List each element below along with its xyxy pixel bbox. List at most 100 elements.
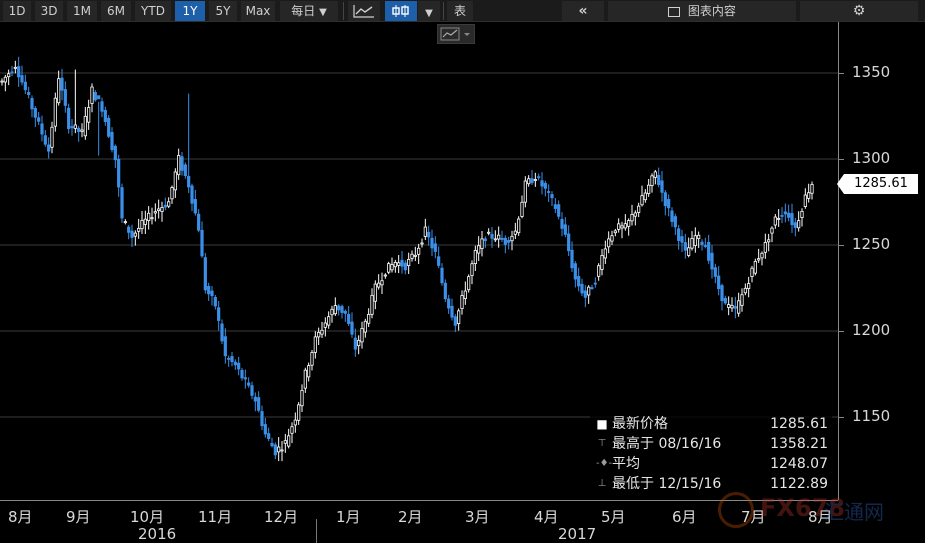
candle-body: [773, 216, 777, 226]
candle-body: [17, 66, 21, 78]
candle-body: [780, 215, 784, 217]
y-tick: [838, 331, 844, 332]
candle-body: [73, 124, 77, 129]
range-1m-button[interactable]: 1M: [67, 1, 97, 21]
stat-latest-label: 最新价格: [612, 416, 668, 432]
candle-body: [110, 131, 114, 151]
chevron-down-icon: ▼: [319, 7, 327, 18]
range-max-button[interactable]: Max: [241, 1, 275, 21]
candle-body: [747, 283, 751, 289]
range-1y-button[interactable]: 1Y: [175, 1, 205, 21]
stat-latest-value: 1285.61: [770, 416, 828, 432]
line-chart-button[interactable]: [348, 1, 380, 21]
candle-body: [600, 255, 604, 270]
range-1d-button[interactable]: 1D: [3, 1, 31, 21]
candle-body: [87, 107, 91, 123]
range-6m-button[interactable]: 6M: [101, 1, 131, 21]
candle-body: [440, 267, 444, 284]
candle-body: [253, 396, 257, 402]
double-chevron-left-icon: «: [578, 3, 588, 19]
candle-body: [30, 98, 34, 110]
candle-body: [357, 339, 361, 347]
candle-body: [513, 230, 517, 235]
candle-body: [573, 263, 577, 280]
candle-body: [243, 377, 247, 380]
candle-body: [120, 187, 124, 219]
candle-body: [753, 260, 757, 274]
candle-body: [727, 304, 731, 308]
candle-body: [463, 290, 467, 299]
candle-body: [343, 310, 347, 314]
candle-body: [583, 290, 587, 298]
candle-body: [487, 231, 491, 234]
chart-content-icon: [668, 6, 681, 17]
candle-body: [103, 109, 107, 122]
candle-body: [697, 234, 701, 239]
candle-body: [170, 187, 174, 200]
candle-body: [500, 237, 504, 240]
y-tick: [838, 159, 844, 160]
candle-body: [700, 241, 704, 245]
watermark-logo: FX678 汇通网: [690, 490, 910, 530]
y-axis: [838, 22, 839, 500]
candle-body: [537, 176, 541, 179]
candle-body: [660, 180, 664, 193]
candle-body: [260, 411, 264, 427]
candle-body: [350, 321, 354, 335]
candle-body: [593, 282, 597, 285]
logo-ring-icon: [718, 492, 754, 528]
interval-label: 每日: [291, 4, 316, 18]
month-label: 8月: [8, 508, 33, 526]
candle-body: [707, 241, 711, 261]
month-label: 8月: [808, 508, 833, 526]
indicator-dropdown[interactable]: [437, 24, 475, 44]
candle-body: [390, 264, 394, 271]
candle-body: [530, 178, 534, 184]
candle-body: [330, 308, 334, 316]
month-label: 11月: [198, 508, 233, 526]
candle-body: [723, 297, 727, 304]
chart-content-button[interactable]: 图表内容: [608, 1, 796, 21]
low-marker-icon: ⊥: [597, 478, 607, 489]
candle-body: [140, 219, 144, 230]
candle-body: [757, 258, 761, 261]
candle-body: [360, 328, 364, 343]
stat-latest: ■ 最新价格 1285.61: [590, 414, 832, 434]
range-3d-button[interactable]: 3D: [35, 1, 63, 21]
candle-body: [733, 306, 737, 309]
table-button[interactable]: 表: [447, 1, 473, 21]
y-tick-label: 1150: [852, 407, 891, 425]
candle-body: [240, 369, 244, 379]
interval-dropdown[interactable]: 每日 ▼: [280, 1, 338, 21]
candle-body: [410, 253, 414, 259]
candle-body: [807, 192, 811, 199]
candle-body: [520, 201, 524, 217]
candle-body: [667, 199, 671, 209]
collapse-button[interactable]: «: [562, 1, 604, 21]
settings-button[interactable]: ⚙: [800, 1, 918, 21]
candle-body: [307, 365, 311, 378]
chart-type-dropdown[interactable]: ▼: [418, 1, 440, 21]
candle-body: [627, 220, 631, 227]
candle-body: [257, 397, 261, 411]
range-ytd-button[interactable]: YTD: [135, 1, 171, 21]
range-5y-button[interactable]: 5Y: [209, 1, 237, 21]
candle-body: [137, 227, 141, 232]
month-label: 2月: [398, 508, 423, 526]
candle-body: [787, 212, 791, 218]
stat-average-value: 1248.07: [770, 456, 828, 472]
candle-body: [13, 66, 17, 69]
candlestick-button[interactable]: [385, 1, 417, 21]
candle-body: [790, 213, 794, 226]
candle-body: [153, 211, 157, 214]
watermark-text: FX678: [760, 494, 845, 522]
candle-body: [97, 95, 101, 100]
candle-body: [563, 224, 567, 235]
price-chart[interactable]: [0, 22, 838, 500]
y-tick-label: 1350: [852, 63, 891, 81]
candle-body: [347, 313, 351, 324]
stat-high-label: 最高于 08/16/16: [612, 436, 722, 452]
candle-body: [737, 300, 741, 314]
y-tick-label: 1300: [852, 149, 891, 167]
candle-body: [587, 286, 591, 296]
